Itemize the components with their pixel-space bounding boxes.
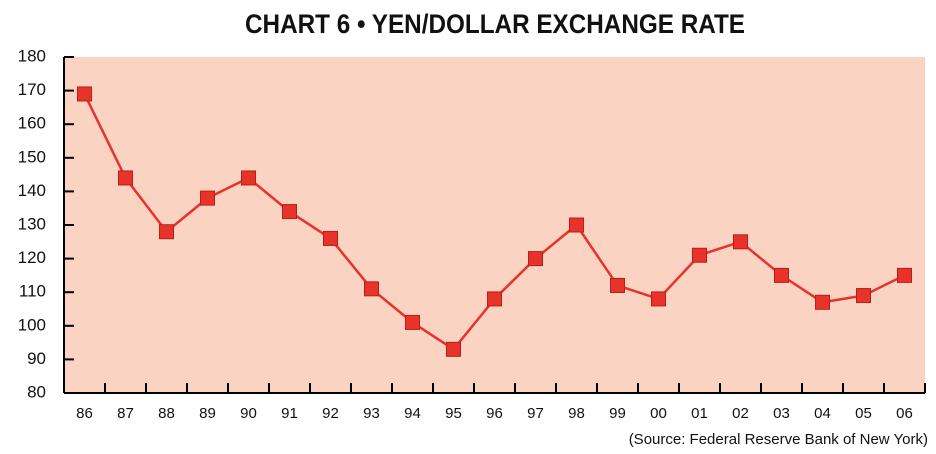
x-tick-label: 98	[568, 405, 585, 422]
y-tick-label: 110	[19, 282, 46, 301]
x-tick-label: 94	[404, 405, 421, 422]
data-point	[815, 294, 830, 310]
y-tick-label: 90	[27, 349, 46, 368]
data-point	[118, 170, 133, 186]
y-tick-label: 120	[18, 248, 46, 267]
y-tick-label: 80	[27, 382, 46, 401]
data-point	[692, 247, 707, 263]
y-tick-label: 100	[18, 315, 46, 334]
x-tick-label: 86	[76, 405, 93, 422]
data-point	[528, 251, 543, 267]
data-point	[487, 291, 502, 307]
x-tick-label: 03	[773, 405, 790, 422]
x-tick-label: 89	[199, 405, 216, 422]
data-point	[159, 224, 174, 240]
data-point	[282, 204, 297, 220]
x-tick-label: 99	[609, 405, 626, 422]
chart-title: CHART 6 • YEN/DOLLAR EXCHANGE RATE	[245, 9, 745, 39]
x-tick-label: 95	[445, 405, 462, 422]
data-point	[856, 288, 871, 304]
y-tick-label: 180	[18, 46, 46, 65]
x-tick-label: 02	[732, 405, 749, 422]
x-tick-label: 88	[158, 405, 175, 422]
x-tick-label: 93	[363, 405, 380, 422]
y-tick-label: 130	[18, 214, 46, 233]
data-point	[323, 230, 338, 246]
x-tick-label: 04	[814, 405, 831, 422]
data-point	[200, 190, 215, 206]
source-note: (Source: Federal Reserve Bank of New Yor…	[629, 431, 928, 448]
x-tick-label: 05	[855, 405, 872, 422]
x-tick-label: 01	[691, 405, 708, 422]
x-tick-label: 96	[486, 405, 503, 422]
data-point	[610, 277, 625, 293]
data-point	[774, 267, 789, 283]
x-tick-label: 91	[281, 405, 298, 422]
x-tick-label: 90	[240, 405, 257, 422]
y-tick-label: 150	[18, 147, 46, 166]
x-tick-label: 00	[650, 405, 667, 422]
x-tick-label: 92	[322, 405, 339, 422]
data-point	[405, 314, 420, 330]
data-point	[569, 217, 584, 233]
data-point	[77, 86, 92, 102]
y-tick-label: 160	[18, 114, 46, 133]
data-point	[733, 234, 748, 250]
data-point	[364, 281, 379, 297]
data-point	[651, 291, 666, 307]
y-tick-label: 140	[18, 181, 46, 200]
y-tick-label: 170	[18, 80, 46, 99]
x-tick-label: 06	[896, 405, 913, 422]
x-tick-label: 97	[527, 405, 544, 422]
plot-background	[64, 57, 925, 393]
data-point	[241, 170, 256, 186]
data-point	[446, 341, 461, 357]
data-point	[897, 267, 912, 283]
x-tick-label: 87	[117, 405, 134, 422]
